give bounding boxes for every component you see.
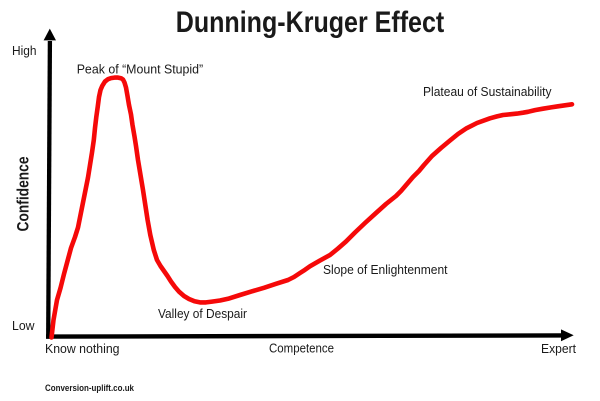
svg-text:Competence: Competence: [269, 341, 334, 356]
svg-text:Conversion-uplift.co.uk: Conversion-uplift.co.uk: [45, 383, 135, 393]
svg-text:Know nothing: Know nothing: [45, 341, 120, 356]
svg-text:Dunning-Kruger Effect: Dunning-Kruger Effect: [176, 6, 445, 39]
svg-text:Peak of “Mount Stupid”: Peak of “Mount Stupid”: [77, 61, 204, 76]
svg-text:High: High: [12, 43, 37, 58]
svg-text:Plateau of Sustainability: Plateau of Sustainability: [423, 84, 552, 99]
svg-text:Valley of Despair: Valley of Despair: [158, 306, 248, 321]
svg-text:Slope of Enlightenment: Slope of Enlightenment: [323, 262, 448, 277]
svg-text:Expert: Expert: [541, 341, 576, 356]
svg-text:Low: Low: [12, 318, 35, 333]
svg-text:Confidence: Confidence: [13, 157, 32, 232]
